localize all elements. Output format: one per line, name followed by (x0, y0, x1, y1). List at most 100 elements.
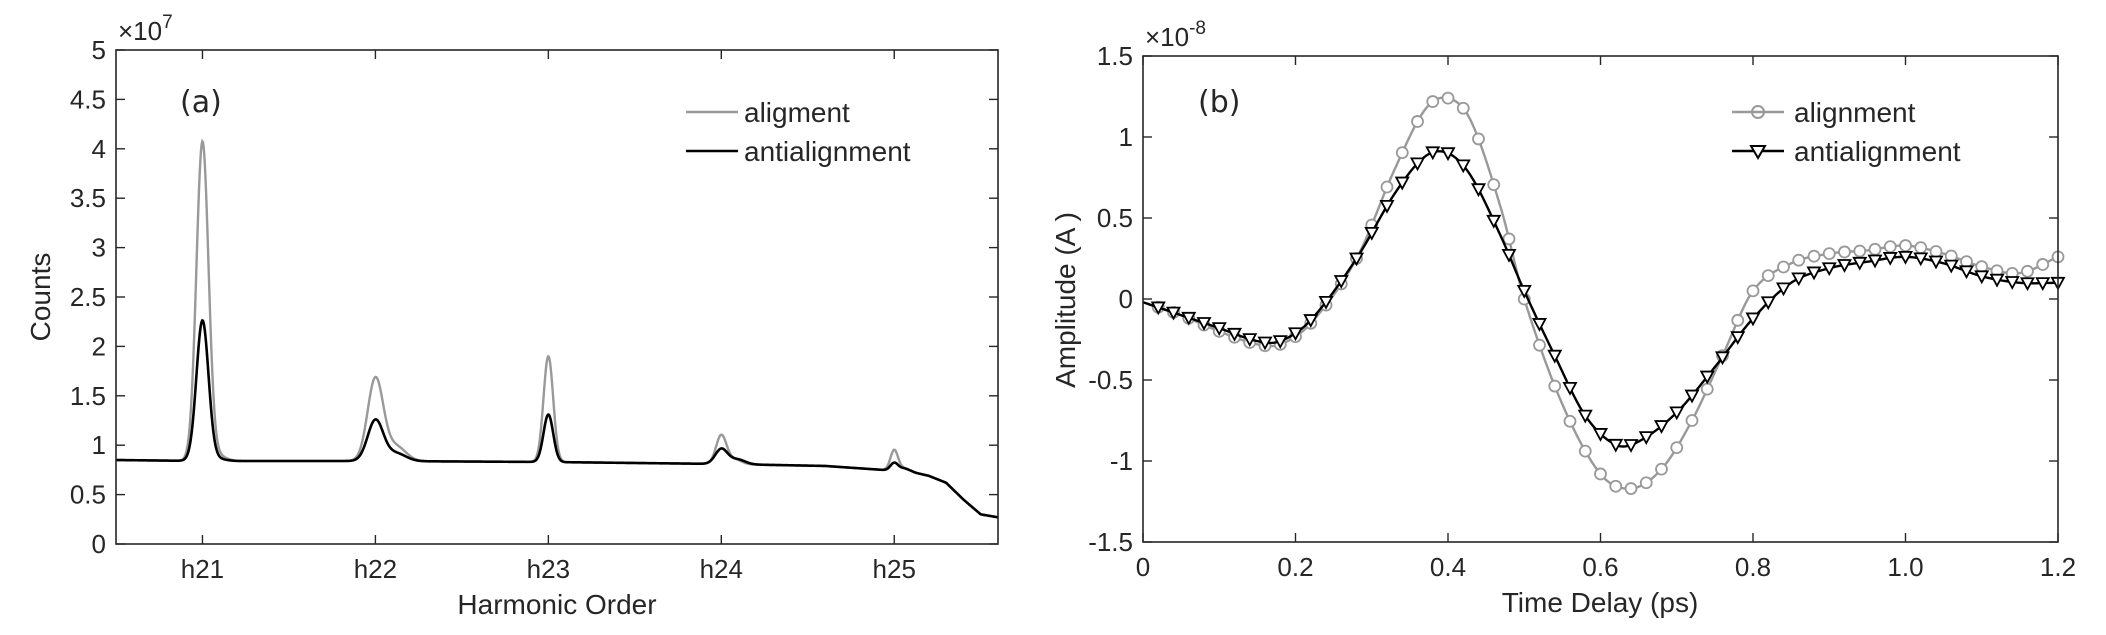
chart-b-point-antialignment (1272, 335, 1288, 349)
chart-b-point-alignment (1822, 247, 1836, 261)
chart-b-point-antialignment (1165, 306, 1182, 321)
chart-b-point-antialignment (2035, 277, 2051, 291)
chart-a-xtick-label: h21 (181, 554, 224, 584)
chart-a-ytick-label: 1.5 (70, 381, 106, 411)
chart-a-ytick-label: 4 (92, 134, 106, 164)
chart-b-point-antialignment (1394, 176, 1410, 191)
chart-b-point-alignment (1548, 379, 1562, 393)
chart-b-point-alignment (1441, 91, 1455, 105)
chart-b-point-alignment (1914, 241, 1928, 255)
chart-a-ytick-label: 0 (92, 529, 106, 559)
chart-b-point-alignment (1502, 232, 1516, 246)
chart-b-point-antialignment (1806, 266, 1822, 281)
chart-b-point-antialignment (1623, 439, 1639, 453)
chart-b-point-alignment (1472, 132, 1485, 146)
chart-b-xtick-label: 0 (1136, 552, 1150, 582)
chart-b-point-alignment (1761, 269, 1775, 283)
chart-b-point-antialignment (1684, 389, 1700, 404)
chart-b-point-alignment (1395, 146, 1409, 160)
chart-a: h21 h22 h23 h24 h25 0 0.5 1 1.5 2 2.5 3 3.5 4 4.5 5 (a)… (25, 12, 999, 620)
chart-b-point-antialignment (1486, 214, 1502, 229)
chart-a-plot-frame (115, 49, 999, 545)
chart-b-xtick-label: 0.8 (1735, 552, 1771, 582)
chart-a-xlabel: Harmonic Order (457, 589, 656, 620)
chart-b-point-antialignment (2019, 277, 2036, 292)
chart-a-series (116, 138, 998, 519)
chart-a-ytick-label: 3 (92, 233, 106, 263)
chart-b-series (1142, 91, 2066, 495)
chart-a-ytick-label: 2.5 (70, 282, 106, 312)
chart-b-point-antialignment (1791, 272, 1807, 287)
chart-b-ytick-label: 1.5 (1097, 41, 1133, 71)
chart-b-legend-marker-alignment (1751, 105, 1765, 119)
chart-b-point-alignment (1426, 95, 1440, 108)
chart-b-point-alignment (1777, 260, 1790, 274)
chart-b-point-antialignment (1928, 255, 1944, 270)
chart-a-legend-label-antialignment: antialignment (744, 136, 911, 167)
chart-b-point-antialignment (1242, 333, 1258, 348)
chart-b-point-antialignment (1181, 311, 1197, 326)
chart-b-ytick-label: -0.5 (1088, 365, 1133, 395)
chart-b-point-alignment (2021, 264, 2034, 278)
chart-b-point-alignment (1639, 476, 1653, 490)
chart-b-point-antialignment (1547, 349, 1563, 364)
chart-a-ytick-label: 2 (92, 331, 106, 361)
chart-b-point-antialignment (1669, 406, 1685, 421)
chart-b-point-antialignment (1531, 318, 1548, 332)
chart-b-point-alignment (1624, 482, 1638, 495)
chart-b-point-antialignment (1501, 248, 1517, 263)
chart-b-point-alignment (1594, 467, 1607, 481)
chart-a-exponent: ×107 (118, 12, 173, 46)
chart-b-point-alignment (1838, 245, 1851, 259)
chart-a-ytick-label: 0.5 (70, 480, 106, 510)
chart-a-tick-labels: h21 h22 h23 h24 h25 0 0.5 1 1.5 2 2.5 3 3.5 4 4.5 5 (70, 35, 916, 584)
chart-b-xtick-label: 0.6 (1582, 552, 1618, 582)
chart-b-point-antialignment (1867, 254, 1883, 269)
chart-b-point-antialignment (1516, 285, 1532, 299)
chart-b-xtick-label: 1.0 (1887, 552, 1923, 582)
chart-b-point-alignment (1533, 338, 1546, 352)
chart-b-point-alignment (1456, 101, 1470, 115)
chart-b-xtick-label: 0.4 (1430, 552, 1466, 582)
chart-b-point-antialignment (1455, 159, 1471, 174)
chart-b-point-antialignment (1775, 282, 1792, 297)
chart-b-point-antialignment (1211, 322, 1227, 337)
chart-b-xtick-label: 1.2 (2040, 552, 2076, 582)
chart-b-point-alignment (1380, 180, 1394, 194)
chart-b-point-antialignment (1577, 409, 1593, 424)
chart-b-panel-label: (b) (1198, 85, 1240, 120)
chart-b-point-antialignment (1653, 420, 1670, 434)
chart-b-point-antialignment (1821, 262, 1837, 277)
chart-b-point-antialignment (1257, 336, 1273, 351)
chart-a-xtick-label: h25 (873, 554, 916, 584)
chart-b-point-antialignment (1699, 370, 1715, 385)
chart-b: 0 0.2 0.4 0.6 0.8 1.0 1.2 -1.5 -1 -0.5 0 0.5 1 1.5 (b… (1050, 18, 2076, 618)
chart-b-point-antialignment (1409, 157, 1426, 172)
chart-b-point-alignment (1563, 414, 1577, 428)
chart-b-legend: alignment antialignment (1732, 97, 1961, 167)
chart-b-point-antialignment (1913, 252, 1929, 267)
chart-a-ytick-label: 4.5 (70, 84, 106, 114)
chart-b-point-antialignment (1333, 275, 1349, 289)
chart-b-point-antialignment (1318, 295, 1334, 310)
chart-b-point-antialignment (1836, 259, 1853, 273)
chart-b-point-alignment (1731, 313, 1745, 327)
chart-a-series-line-antialignment (116, 318, 998, 519)
chart-b-point-alignment (1487, 178, 1501, 192)
chart-a-xtick-label: h22 (354, 554, 397, 584)
chart-b-point-antialignment (1150, 301, 1166, 316)
chart-b-point-antialignment (1470, 183, 1487, 198)
chart-b-legend-label-antialignment: antialignment (1794, 136, 1961, 167)
chart-b-point-antialignment (1608, 438, 1624, 453)
chart-b-xtick-label: 0.2 (1277, 552, 1313, 582)
chart-b-exponent: ×10-8 (1145, 18, 1206, 52)
chart-b-ylabel: Amplitude (A ) (1050, 212, 1081, 388)
chart-b-point-antialignment (1852, 256, 1868, 271)
chart-a-ytick-label: 5 (92, 35, 106, 65)
chart-b-point-antialignment (1974, 270, 1990, 285)
chart-a-xtick-label: h23 (527, 554, 570, 584)
chart-b-ytick-label: -1 (1110, 446, 1133, 476)
chart-b-point-alignment (1609, 479, 1623, 493)
chart-b-point-antialignment (1440, 147, 1456, 162)
